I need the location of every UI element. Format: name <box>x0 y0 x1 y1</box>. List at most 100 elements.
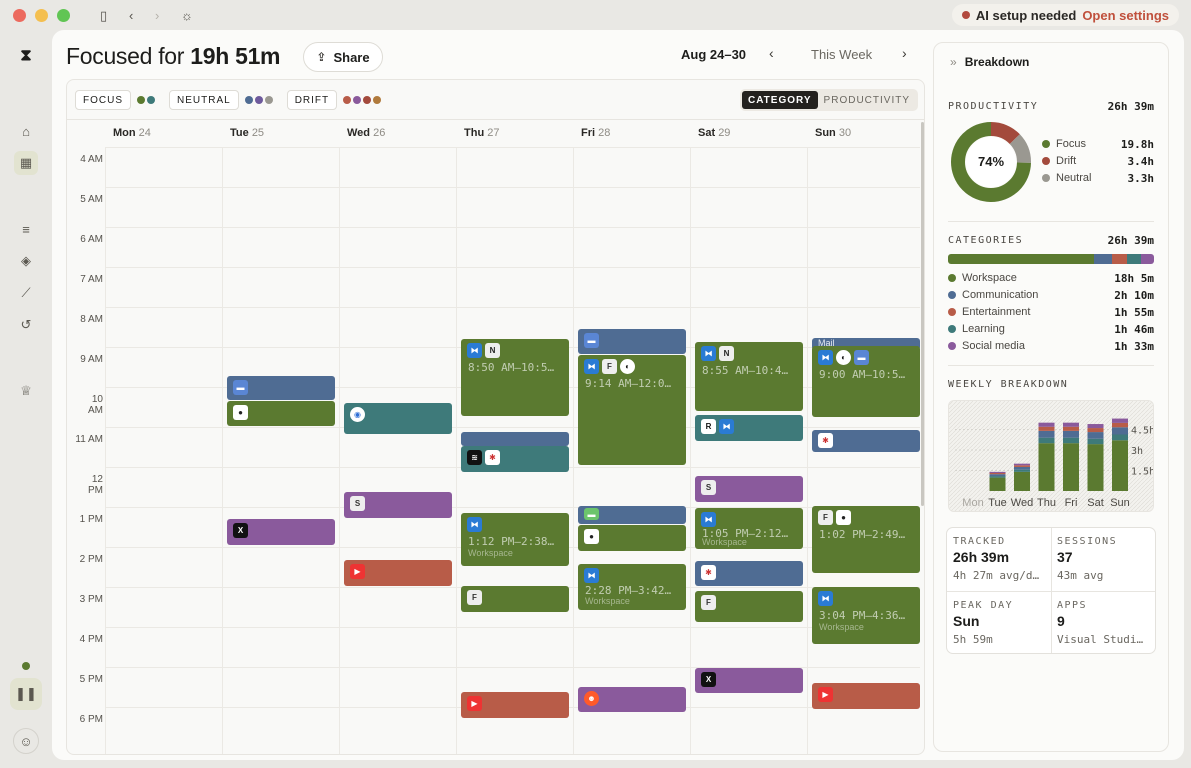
calendar-event[interactable]: ● <box>578 525 686 551</box>
donut-slice-focus <box>951 122 1031 202</box>
calendar-event[interactable]: ✱ <box>812 430 920 452</box>
calendar-event[interactable]: F <box>695 591 803 622</box>
calendar-event[interactable]: ▬ <box>578 506 686 524</box>
maximize-window-button[interactable] <box>57 9 70 22</box>
calendar-event[interactable]: S <box>344 492 452 518</box>
calendar-event[interactable]: ▬ <box>578 329 686 354</box>
donut-slice-drift <box>990 122 1020 145</box>
weekly-bar-segment <box>1014 471 1030 491</box>
calendar-event[interactable]: X <box>695 668 803 693</box>
calendar-event[interactable]: ⧓ ◐ ▬ 9:00 AM–10:5… <box>812 346 920 417</box>
weekly-day-label: Wed <box>1011 497 1033 509</box>
filter-bar: FOCUS NEUTRAL DRIFT <box>75 90 387 110</box>
toggle-productivity[interactable]: PRODUCTIVITY <box>823 94 910 106</box>
filter-drift[interactable]: DRIFT <box>286 90 338 110</box>
sidebar-toggle-icon[interactable]: ▯ <box>100 8 108 23</box>
category-segment-entertainment <box>1111 254 1128 264</box>
weekly-day-label: Fri <box>1065 497 1078 509</box>
calendar-event[interactable]: ⧓ N 8:50 AM–10:5… <box>461 339 569 416</box>
calendar-event[interactable]: ▶ <box>461 692 569 718</box>
legend-neutral: Neutral <box>1042 172 1091 184</box>
categories-total: 26h 39m <box>1107 234 1154 247</box>
sessions-value: 37 <box>1057 549 1073 565</box>
weekly-breakdown-label: WEEKLY BREAKDOWN <box>948 379 1069 390</box>
learning-value: 1h 46m <box>1114 323 1154 336</box>
legend-workspace: Workspace <box>948 272 1017 284</box>
toggle-category[interactable]: CATEGORY <box>741 91 818 109</box>
close-window-button[interactable] <box>13 9 26 22</box>
day-header: Wed 26 <box>347 127 386 139</box>
social-media-value: 1h 33m <box>1114 340 1154 353</box>
next-week-icon[interactable]: › <box>902 45 907 61</box>
calendar-event[interactable]: ◉ <box>344 403 452 434</box>
prev-week-icon[interactable]: ‹ <box>769 45 774 61</box>
weekly-bar-segment <box>1087 432 1104 439</box>
forward-icon[interactable]: › <box>155 8 160 23</box>
calendar-event[interactable]: F ● 1:02 PM–2:49… <box>812 506 920 573</box>
calendar-event[interactable]: ⧓ N 8:55 AM–10:4… <box>695 342 803 411</box>
weekly-bar-segment <box>1112 440 1128 491</box>
breakdown-panel: » Breakdown PRODUCTIVITY 26h 39m 74% Focu… <box>933 42 1169 752</box>
layers-icon[interactable]: ◈ <box>21 253 31 268</box>
calendar-event[interactable]: ☻ <box>578 687 686 712</box>
productivity-total: 26h 39m <box>1107 100 1154 113</box>
focus-dots <box>137 96 155 104</box>
donut-center-label: 74% <box>978 154 1004 169</box>
share-label: Share <box>333 49 370 65</box>
calendar-event[interactable]: ⧓ 3:04 PM–4:36… Workspace <box>812 587 920 644</box>
calendar-event[interactable]: ≋ ✱ <box>461 446 569 472</box>
weekly-day-label: Sun <box>1110 497 1130 509</box>
calendar-icon[interactable]: ▦ <box>14 151 38 175</box>
sidebar: ⧗ ⌂ ▦ ≡ ◈ ⟋ ↺ ♕ ❚❚ ☺ <box>0 32 52 768</box>
this-week-button[interactable]: This Week <box>811 47 873 62</box>
calendar-event[interactable]: ▬ <box>227 376 335 400</box>
calendar-event[interactable]: ⧓ F ◐ 9:14 AM–12:0… <box>578 355 686 465</box>
back-icon[interactable]: ‹ <box>129 8 134 23</box>
calendar-event[interactable]: ▶ <box>812 683 920 709</box>
list-icon[interactable]: ≡ <box>22 221 30 237</box>
home-icon[interactable]: ⌂ <box>22 123 30 139</box>
share-button[interactable]: ⇪ Share <box>303 42 383 72</box>
share-icon: ⇪ <box>316 50 327 64</box>
weekly-day-label: Thu <box>1037 497 1056 509</box>
calendar-event[interactable]: F <box>461 586 569 612</box>
drift-dots <box>343 96 382 104</box>
stats-card: TRACKED 26h 39m 4h 27m avg/d… SESSIONS 3… <box>946 527 1156 654</box>
filter-focus[interactable]: FOCUS <box>75 90 131 110</box>
history-icon[interactable]: ↺ <box>20 317 32 332</box>
user-icon[interactable]: ☺ <box>13 728 39 754</box>
collapse-icon[interactable]: » <box>950 55 957 69</box>
communication-value: 2h 10m <box>1114 289 1154 302</box>
open-settings-link[interactable]: Open settings <box>1082 7 1169 23</box>
pause-icon[interactable]: ❚❚ <box>10 678 42 710</box>
calendar-event[interactable]: S <box>695 476 803 502</box>
calendar-event[interactable]: X <box>227 519 335 545</box>
calendar-event[interactable]: ⧓ 2:28 PM–3:42… Workspace <box>578 564 686 610</box>
brightness-icon[interactable]: ☼ <box>181 8 193 23</box>
hour-label: 10 AM <box>88 394 103 416</box>
weekly-bar-segment <box>1087 438 1104 445</box>
peak-day-label: PEAK DAY <box>953 600 1014 611</box>
weekly-bar-segment <box>1087 428 1104 433</box>
view-toggle: CATEGORY PRODUCTIVITY <box>739 89 918 111</box>
calendar-event[interactable]: ⧓ 1:05 PM–2:12… Workspace <box>695 508 803 549</box>
logo-icon[interactable]: ⧗ <box>20 47 32 64</box>
weekly-bar-segment <box>1038 422 1055 427</box>
title-bar: ▯ ‹ › ☼ AI setup needed Open settings <box>0 0 1191 32</box>
minimize-window-button[interactable] <box>35 9 48 22</box>
calendar-event[interactable] <box>461 432 569 446</box>
calendar-event[interactable]: ● <box>227 401 335 426</box>
trophy-icon[interactable]: ♕ <box>20 383 32 398</box>
calendar-event[interactable]: ✱ <box>695 561 803 586</box>
chart-icon[interactable]: ⟋ <box>21 285 31 300</box>
weekly-bar-segment <box>1014 465 1030 467</box>
calendar-event[interactable]: ▶ <box>344 560 452 586</box>
filter-neutral[interactable]: NEUTRAL <box>169 90 239 110</box>
weekly-bar-segment <box>1038 443 1055 491</box>
calendar-scrollbar[interactable] <box>921 122 924 506</box>
legend-focus: Focus <box>1042 138 1086 150</box>
calendar-event[interactable]: R ⧓ <box>695 415 803 441</box>
calendar-event[interactable]: ⧓ 1:12 PM–2:38… Workspace <box>461 513 569 566</box>
neutral-dots <box>244 96 273 104</box>
donut-slice-neutral <box>1009 134 1031 163</box>
